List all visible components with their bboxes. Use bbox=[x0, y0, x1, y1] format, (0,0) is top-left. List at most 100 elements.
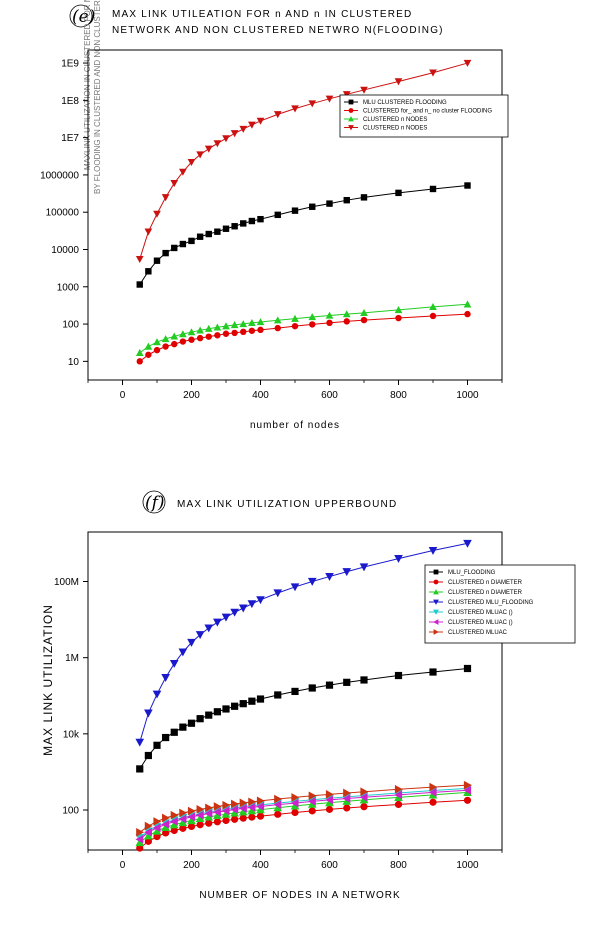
data-point bbox=[230, 321, 239, 329]
data-point bbox=[213, 618, 222, 627]
legend-marker bbox=[433, 569, 439, 575]
y-tick-label: 1000000 bbox=[40, 170, 79, 181]
data-point bbox=[214, 332, 221, 339]
data-point bbox=[179, 330, 187, 338]
data-point bbox=[309, 321, 316, 328]
data-point bbox=[213, 811, 222, 820]
data-point bbox=[395, 314, 402, 322]
data-point bbox=[187, 719, 196, 727]
data-point bbox=[291, 793, 300, 802]
data-point bbox=[464, 310, 471, 318]
data-point bbox=[274, 324, 281, 332]
series-line bbox=[139, 185, 468, 285]
data-point bbox=[135, 838, 145, 847]
data-point bbox=[308, 791, 317, 801]
data-point bbox=[360, 676, 368, 684]
data-point bbox=[153, 817, 162, 826]
data-point bbox=[359, 563, 369, 572]
data-point bbox=[248, 813, 256, 821]
data-point bbox=[144, 751, 152, 760]
panel-f-y-axis: 100 10k 1M 100M bbox=[54, 577, 88, 817]
x-tick-label: 600 bbox=[321, 390, 338, 401]
data-point bbox=[162, 249, 169, 257]
data-point bbox=[153, 346, 161, 354]
data-point bbox=[326, 200, 333, 207]
data-point bbox=[256, 318, 265, 326]
y-tick-label: 100000 bbox=[46, 208, 80, 219]
data-point bbox=[273, 589, 283, 598]
data-point bbox=[256, 805, 265, 814]
data-point bbox=[238, 807, 248, 816]
data-point bbox=[170, 179, 179, 188]
y-tick-label: 10 bbox=[68, 357, 80, 368]
data-point bbox=[187, 638, 196, 647]
legend-label: CLUSTERED MLUAC () bbox=[448, 610, 513, 616]
y-tick-label: 10000 bbox=[51, 245, 79, 256]
panel-f-xlabel: NUMBER OF NODES IN A NETWORK bbox=[199, 890, 400, 901]
data-point bbox=[196, 326, 204, 334]
data-point bbox=[274, 211, 281, 219]
data-point bbox=[308, 100, 317, 108]
panel-e-title-line-1: MAX LINK UTILEATION FOR n AND n IN CLUST… bbox=[112, 9, 412, 20]
x-tick-label: 800 bbox=[390, 390, 407, 401]
data-point bbox=[204, 324, 213, 332]
data-point bbox=[204, 809, 213, 818]
data-point bbox=[231, 223, 238, 230]
x-tick-label: 200 bbox=[183, 860, 200, 871]
legend-marker bbox=[433, 579, 439, 585]
data-point bbox=[429, 302, 437, 311]
data-point bbox=[153, 833, 161, 841]
data-point bbox=[248, 121, 256, 129]
panel-e-label-circle bbox=[69, 4, 93, 28]
legend-marker bbox=[433, 629, 439, 635]
data-point bbox=[360, 309, 368, 317]
data-point bbox=[161, 673, 170, 682]
data-point bbox=[144, 831, 153, 840]
data-point bbox=[222, 135, 230, 143]
data-point bbox=[152, 823, 161, 833]
data-point bbox=[222, 225, 230, 232]
data-point bbox=[162, 733, 170, 742]
data-point bbox=[343, 788, 352, 798]
data-point bbox=[205, 333, 212, 340]
y-tick-label: 100M bbox=[54, 577, 79, 588]
data-point bbox=[463, 785, 472, 795]
legend-label: MLU_FLOODING bbox=[448, 570, 496, 576]
legend-label: CLUSTERED n DIAMETER bbox=[448, 590, 523, 596]
data-point bbox=[179, 168, 187, 176]
data-point bbox=[308, 313, 317, 321]
x-tick-label: 200 bbox=[183, 390, 200, 401]
data-point bbox=[213, 807, 221, 817]
series-line bbox=[139, 62, 468, 260]
y-tick-label: 1M bbox=[65, 653, 79, 664]
data-point bbox=[135, 738, 145, 747]
data-point bbox=[463, 539, 472, 548]
data-point bbox=[179, 824, 187, 832]
data-point bbox=[144, 837, 152, 845]
data-point bbox=[144, 228, 153, 236]
data-point bbox=[238, 804, 247, 813]
panel-e-y-axis: 10 100 1000 10000 100000 1000000 1E7 1E8 1E9 bbox=[40, 59, 88, 368]
y-tick-label: 1E8 bbox=[61, 96, 79, 107]
legend-marker bbox=[348, 99, 354, 105]
legend-label: CLUSTERED MLUAC () bbox=[448, 620, 513, 626]
data-point bbox=[222, 816, 230, 825]
data-point bbox=[325, 805, 334, 813]
data-point bbox=[204, 624, 214, 633]
data-point bbox=[213, 323, 222, 331]
data-point bbox=[135, 834, 144, 844]
series-6 bbox=[135, 785, 472, 844]
data-point bbox=[195, 814, 205, 823]
data-point bbox=[463, 59, 472, 67]
legend-label: MLU CLUSTERED FLOODING bbox=[363, 100, 447, 106]
data-point bbox=[187, 328, 196, 336]
data-point bbox=[273, 111, 282, 119]
x-tick-label: 1000 bbox=[456, 860, 479, 871]
data-point bbox=[196, 715, 204, 723]
data-point bbox=[429, 798, 437, 806]
data-point bbox=[135, 348, 144, 356]
data-point bbox=[307, 577, 317, 586]
data-point bbox=[230, 808, 239, 817]
data-point bbox=[213, 802, 222, 811]
data-point bbox=[463, 664, 472, 673]
